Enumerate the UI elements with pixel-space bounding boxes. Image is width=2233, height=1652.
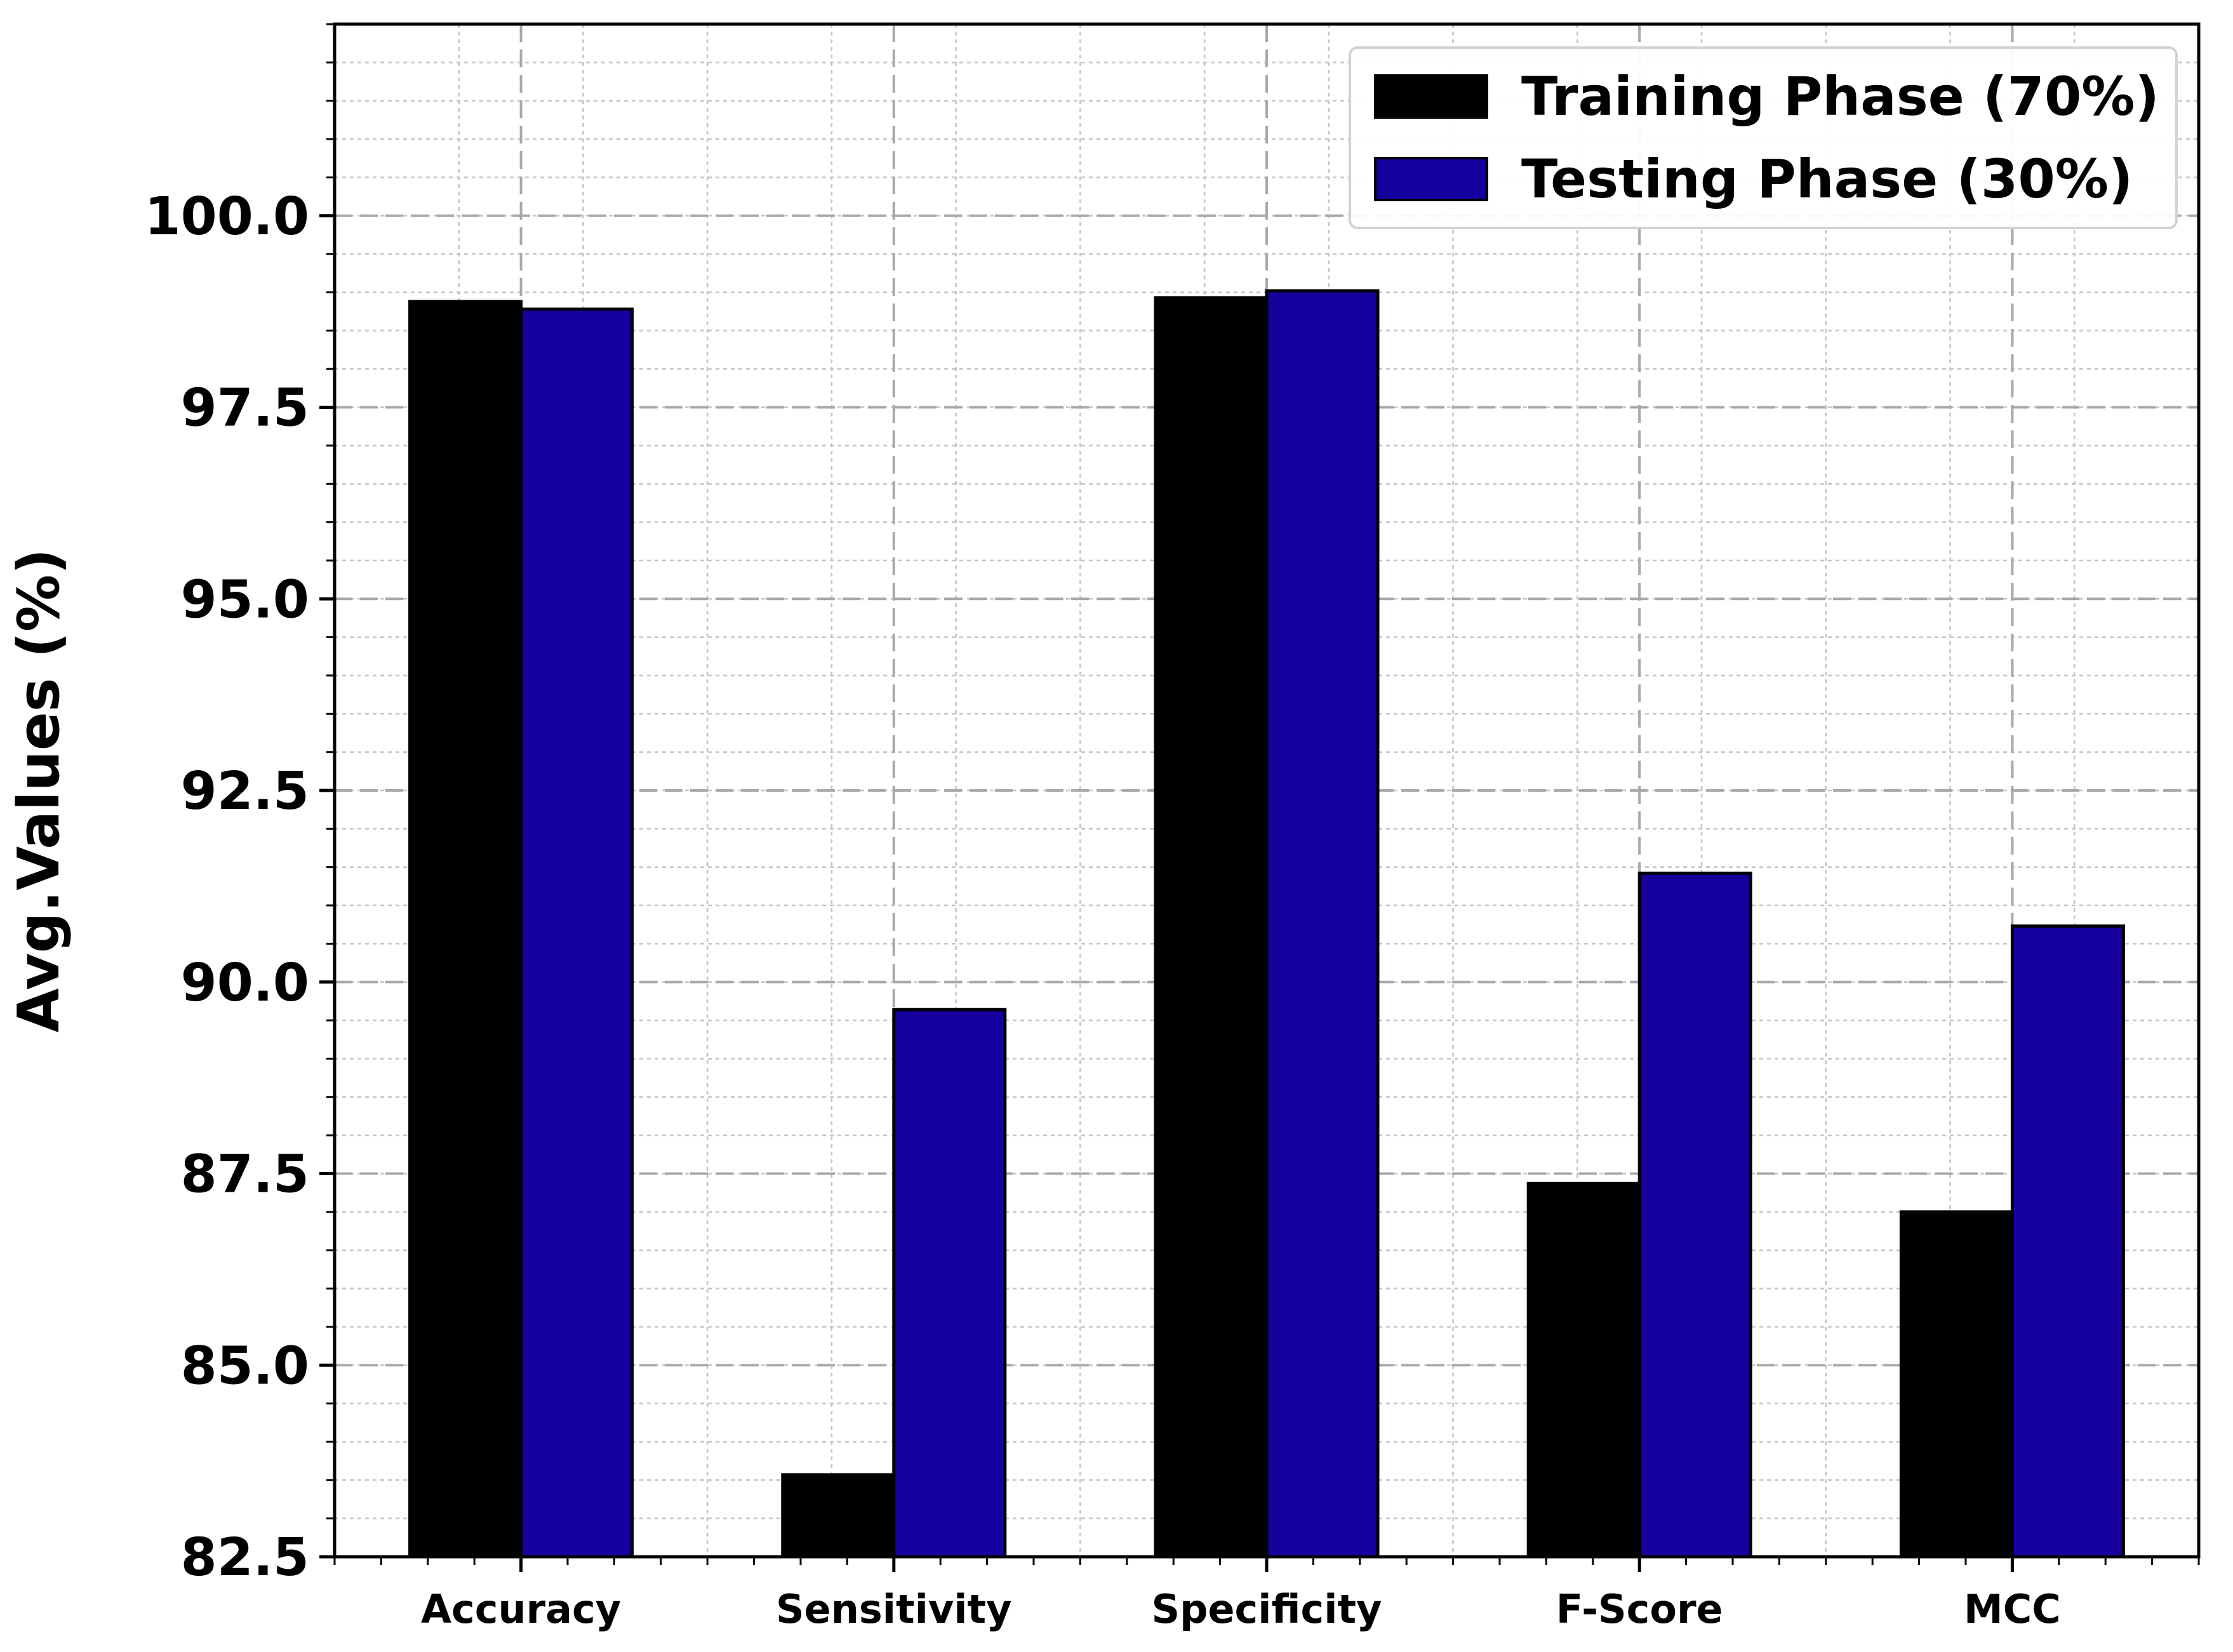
y-axis-label: Avg.Values (%) (6, 549, 72, 1033)
x-tick-label-specificity: Specificity (1151, 1586, 1382, 1632)
bar-specificity-series-1 (1154, 296, 1269, 1559)
y-tick-label: 82.5 (181, 1528, 309, 1588)
bar-specificity-series-2 (1265, 289, 1380, 1559)
x-tick-label-accuracy: Accuracy (421, 1586, 621, 1632)
bar-accuracy-series-2 (519, 307, 634, 1559)
y-tick-label: 97.5 (181, 378, 309, 439)
bar-accuracy-series-1 (408, 300, 523, 1559)
y-tick-label: 87.5 (181, 1145, 309, 1205)
bar-f-score-series-2 (1637, 871, 1752, 1559)
bar-mcc-series-1 (1899, 1210, 2014, 1559)
legend-box (1349, 46, 2178, 229)
x-tick-label-sensitivity: Sensitivity (776, 1586, 1012, 1632)
y-tick-label: 90.0 (181, 953, 309, 1013)
bar-sensitivity-series-2 (892, 1008, 1007, 1559)
y-tick-label: 100.0 (145, 187, 309, 247)
ticks: 82.5 85.0 87.5 90.0 92.5 95.0 97.5 100.0 Accurac… (145, 23, 2200, 1632)
legend-swatch-series-2 (1374, 157, 1488, 201)
legend-label-series-1: Training Phase (70%) (1521, 65, 2159, 128)
y-tick-label: 95.0 (181, 570, 309, 630)
legend-swatch-series-1 (1374, 74, 1488, 119)
legend-label-series-2: Testing Phase (30%) (1521, 148, 2133, 210)
x-tick-label-mcc: MCC (1964, 1586, 2061, 1632)
bar-sensitivity-series-1 (781, 1473, 896, 1559)
y-tick-label: 85.0 (181, 1336, 309, 1396)
y-tick-label: 92.5 (181, 761, 309, 822)
bars (408, 289, 2125, 1559)
bar-f-score-series-1 (1526, 1182, 1641, 1559)
bar-mcc-series-2 (2010, 924, 2125, 1559)
legend: Training Phase (70%) Testing Phase (30%) (1349, 46, 2178, 229)
x-tick-label-f-score: F-Score (1556, 1586, 1723, 1632)
